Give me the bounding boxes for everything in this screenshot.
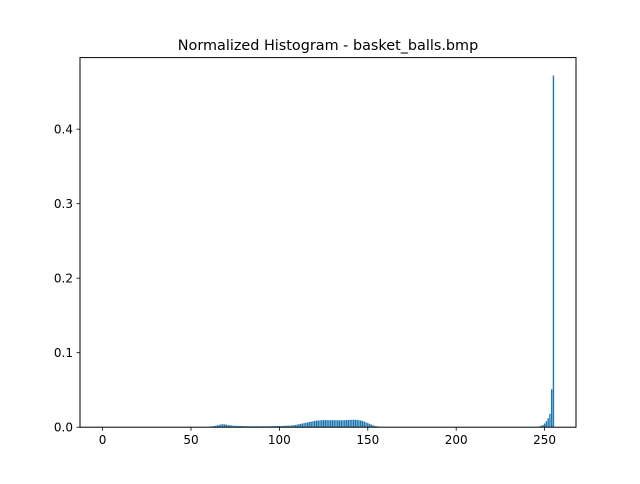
histogram-bar (367, 423, 368, 427)
x-tick-label: 0 (99, 433, 107, 447)
y-tick-label: 0.4 (54, 122, 73, 136)
histogram-bar (547, 418, 548, 427)
x-tick-label: 200 (445, 433, 468, 447)
histogram-bar (305, 423, 306, 427)
histogram-bar (342, 420, 343, 427)
histogram-bar (332, 420, 333, 427)
histogram-bar (316, 421, 317, 428)
x-tick-label: 250 (533, 433, 556, 447)
histogram-bar (348, 420, 349, 427)
histogram-bar (355, 420, 356, 427)
histogram-bar (300, 424, 301, 427)
histogram-bar (353, 420, 354, 427)
histogram-bar (309, 422, 310, 427)
x-tick-label: 50 (183, 433, 198, 447)
chart-title: Normalized Histogram - basket_balls.bmp (178, 38, 478, 54)
histogram-bar (328, 420, 329, 427)
histogram-bar (312, 421, 313, 427)
histogram-bar (549, 414, 550, 427)
histogram-bar (358, 420, 359, 427)
histogram-bar (369, 424, 370, 427)
histogram-bar (307, 422, 308, 427)
histogram-bar (365, 422, 366, 427)
histogram-bar (319, 420, 320, 427)
histogram-bar (318, 420, 319, 427)
histogram-bar (544, 423, 545, 427)
histogram-bar (346, 420, 347, 427)
histogram-bar (310, 422, 311, 428)
histogram-bar (553, 76, 554, 428)
x-tick-label: 100 (268, 433, 291, 447)
histogram-bar (362, 421, 363, 427)
histogram-bar (551, 389, 552, 427)
histogram-bar (302, 423, 303, 427)
y-tick-label: 0.0 (54, 421, 73, 435)
histogram-bar (360, 420, 361, 427)
histogram-bar (321, 420, 322, 427)
y-tick-label: 0.1 (54, 346, 73, 360)
histogram-bar (341, 420, 342, 427)
histogram-bar (356, 420, 357, 427)
y-tick-label: 0.2 (54, 271, 73, 285)
histogram-bar (335, 420, 336, 427)
histogram-bar (325, 420, 326, 427)
histogram-bar (333, 420, 334, 427)
histogram-bar (546, 421, 547, 427)
histogram-bar (323, 420, 324, 427)
histogram-bar (364, 422, 365, 428)
histogram-bar (337, 420, 338, 427)
y-tick-label: 0.3 (54, 197, 73, 211)
histogram-bar (303, 423, 304, 427)
histogram-bar (326, 420, 327, 427)
histogram-bar (330, 420, 331, 427)
x-tick-label: 150 (356, 433, 379, 447)
histogram-bar (314, 421, 315, 427)
histogram-bar (344, 420, 345, 427)
histogram-bar (339, 420, 340, 427)
histogram-bar (349, 420, 350, 427)
histogram-bar (351, 420, 352, 427)
